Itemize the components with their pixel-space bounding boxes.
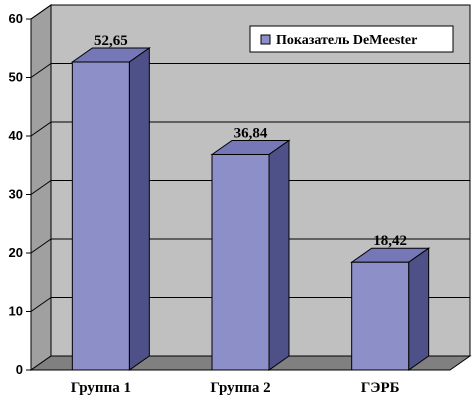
bar: 36,84	[210, 125, 291, 371]
y-axis: 0 10 20 30 40 50 60	[9, 11, 32, 377]
gridline-side	[30, 63, 52, 78]
bar-front	[351, 261, 410, 371]
data-label: 52,65	[94, 33, 128, 49]
data-label: 18,42	[373, 233, 407, 249]
x-tick-label: ГЭРБ	[361, 380, 400, 396]
gridline-side	[30, 180, 52, 195]
gridline-side	[30, 238, 52, 254]
y-tick-label: 40	[9, 128, 23, 143]
bar: 18,42	[350, 233, 431, 371]
legend: Показатель DeMeester	[249, 25, 454, 53]
gridline-side	[30, 297, 52, 312]
y-tick-label: 60	[9, 11, 23, 26]
gridline-side	[30, 4, 52, 20]
x-tick-label: Группа 1	[71, 380, 131, 396]
bars: 52,65 36,84 18,42	[70, 33, 431, 371]
bar-front	[211, 153, 270, 371]
gridline-side	[30, 121, 52, 137]
y-tick-label: 20	[9, 245, 23, 260]
bar-side	[128, 47, 150, 371]
legend-swatch	[260, 34, 271, 45]
data-label: 36,84	[234, 125, 268, 141]
legend-label: Показатель DeMeester	[276, 33, 417, 48]
y-tick-label: 10	[9, 304, 23, 319]
x-axis: Группа 1 Группа 2 ГЭРБ	[31, 369, 450, 396]
legend-box	[249, 25, 454, 53]
bar: 52,65	[70, 33, 151, 371]
x-tick-label: Группа 2	[210, 380, 270, 396]
bar-side	[268, 139, 290, 371]
y-tick-label: 50	[9, 70, 23, 85]
bar-side	[408, 247, 430, 371]
y-tick-label: 0	[16, 362, 23, 377]
bar-front	[71, 61, 130, 371]
y-tick-label: 30	[9, 187, 23, 202]
